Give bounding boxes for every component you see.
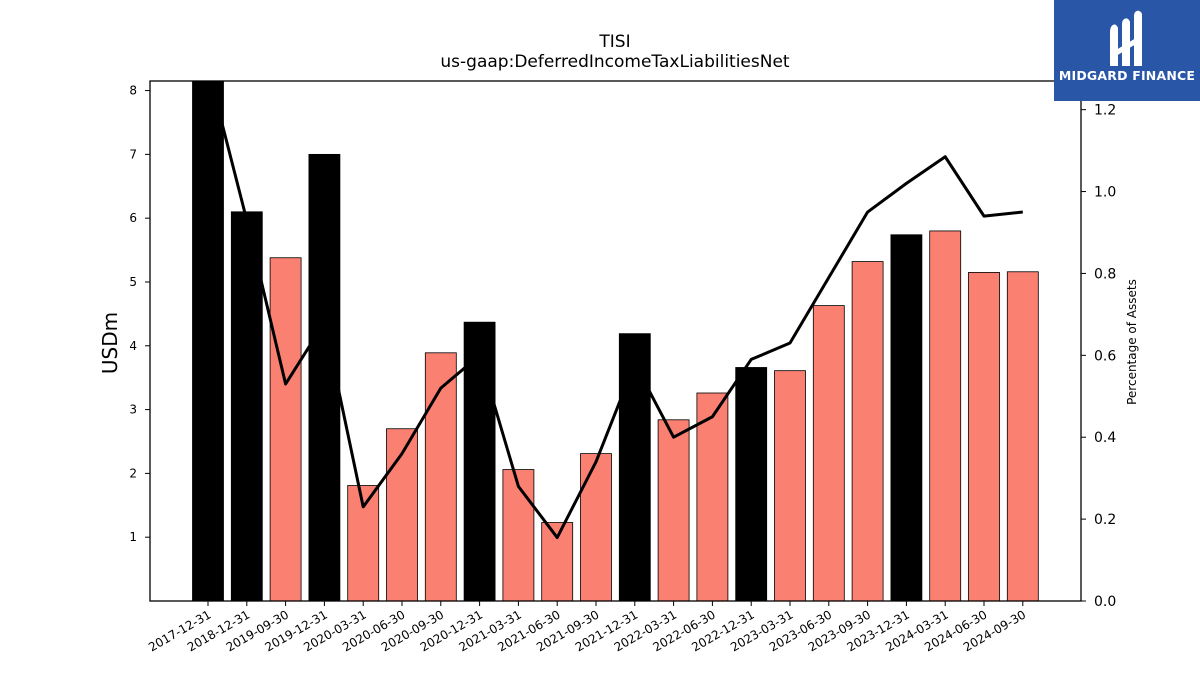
y2-tick-label: 0.2 xyxy=(1094,512,1116,528)
y-tick-label: 1 xyxy=(129,530,137,544)
bar-2021-09-30 xyxy=(580,453,612,601)
bar-2018-12-31 xyxy=(230,211,263,601)
bar-2017-12-31 xyxy=(192,81,224,601)
y-tick-label: 3 xyxy=(129,403,137,417)
chart-title: TISI xyxy=(599,32,631,52)
y2-tick-label: 0.0 xyxy=(1094,594,1116,610)
y2-tick-label: 0.4 xyxy=(1094,430,1116,446)
y2-axis-label: Percentage of Assets xyxy=(1125,279,1139,405)
bar-2022-12-31 xyxy=(735,367,768,601)
bar-2024-09-30 xyxy=(1006,271,1039,601)
bar-2024-03-31 xyxy=(929,230,962,601)
y-tick-label: 2 xyxy=(129,466,137,480)
y2-tick-label: 1.0 xyxy=(1094,185,1116,201)
bar-2020-09-30 xyxy=(424,352,457,601)
plot-frame xyxy=(149,80,1082,602)
bar-2024-06-30 xyxy=(968,272,1000,601)
y-tick-label: 7 xyxy=(129,147,137,161)
y-tick-label: 4 xyxy=(129,339,137,353)
logo-mark-icon xyxy=(1110,10,1142,67)
percentage-of-assets-line xyxy=(209,81,1023,540)
y-axis-label: USDm xyxy=(98,312,122,374)
bar-2020-12-31 xyxy=(463,321,496,601)
bar-2023-03-31 xyxy=(774,370,806,601)
bar-2021-03-31 xyxy=(502,469,535,601)
midgard-finance-logo: MIDGARD FINANCE xyxy=(1054,0,1200,101)
bar-2022-03-31 xyxy=(657,419,690,601)
chart-subtitle: us-gaap:DeferredIncomeTaxLiabilitiesNet xyxy=(440,52,790,72)
bar-2023-12-31 xyxy=(890,234,923,601)
bar-2020-06-30 xyxy=(386,428,418,601)
bar-2023-09-30 xyxy=(851,261,884,601)
y-tick-label: 6 xyxy=(129,211,137,225)
logo-text: MIDGARD FINANCE xyxy=(1058,68,1196,83)
y2-tick-label: 0.8 xyxy=(1094,266,1116,282)
bar-2019-09-30 xyxy=(269,257,302,601)
y2-tick-label: 0.6 xyxy=(1094,348,1116,364)
y-tick-label: 8 xyxy=(129,84,137,98)
y-tick-label: 5 xyxy=(129,275,137,289)
bar-2021-12-31 xyxy=(618,333,651,601)
bar-2022-06-30 xyxy=(696,392,729,601)
y2-tick-label: 1.2 xyxy=(1094,103,1116,119)
bar-2023-06-30 xyxy=(812,305,845,601)
